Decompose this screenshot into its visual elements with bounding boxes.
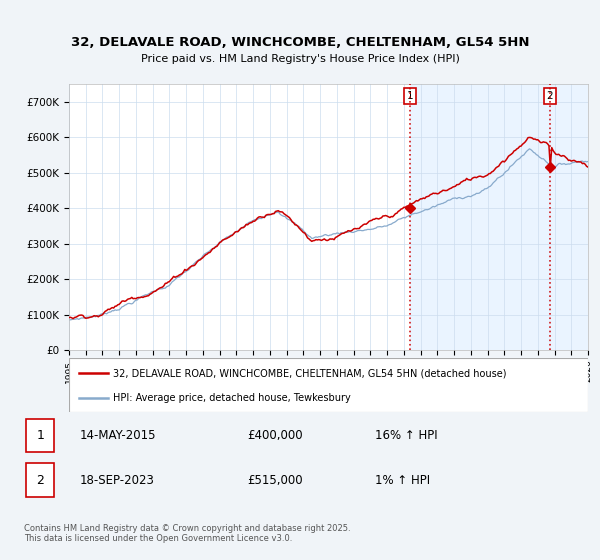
FancyBboxPatch shape	[26, 464, 54, 497]
Text: 18-SEP-2023: 18-SEP-2023	[79, 474, 154, 487]
Text: 2: 2	[37, 474, 44, 487]
Text: 1: 1	[407, 91, 413, 101]
Text: 2: 2	[547, 91, 553, 101]
Text: 16% ↑ HPI: 16% ↑ HPI	[375, 429, 437, 442]
Text: Price paid vs. HM Land Registry's House Price Index (HPI): Price paid vs. HM Land Registry's House …	[140, 54, 460, 64]
Text: £515,000: £515,000	[248, 474, 303, 487]
Text: 32, DELAVALE ROAD, WINCHCOMBE, CHELTENHAM, GL54 5HN: 32, DELAVALE ROAD, WINCHCOMBE, CHELTENHA…	[71, 35, 529, 49]
Text: 1: 1	[37, 429, 44, 442]
Text: 32, DELAVALE ROAD, WINCHCOMBE, CHELTENHAM, GL54 5HN (detached house): 32, DELAVALE ROAD, WINCHCOMBE, CHELTENHA…	[113, 368, 506, 379]
Text: 1% ↑ HPI: 1% ↑ HPI	[375, 474, 430, 487]
Text: 14-MAY-2015: 14-MAY-2015	[79, 429, 156, 442]
Bar	[410, 84, 588, 350]
FancyBboxPatch shape	[26, 419, 54, 452]
Text: £400,000: £400,000	[248, 429, 303, 442]
Text: HPI: Average price, detached house, Tewkesbury: HPI: Average price, detached house, Tewk…	[113, 393, 351, 403]
FancyBboxPatch shape	[69, 358, 588, 412]
Text: Contains HM Land Registry data © Crown copyright and database right 2025.
This d: Contains HM Land Registry data © Crown c…	[24, 524, 350, 543]
